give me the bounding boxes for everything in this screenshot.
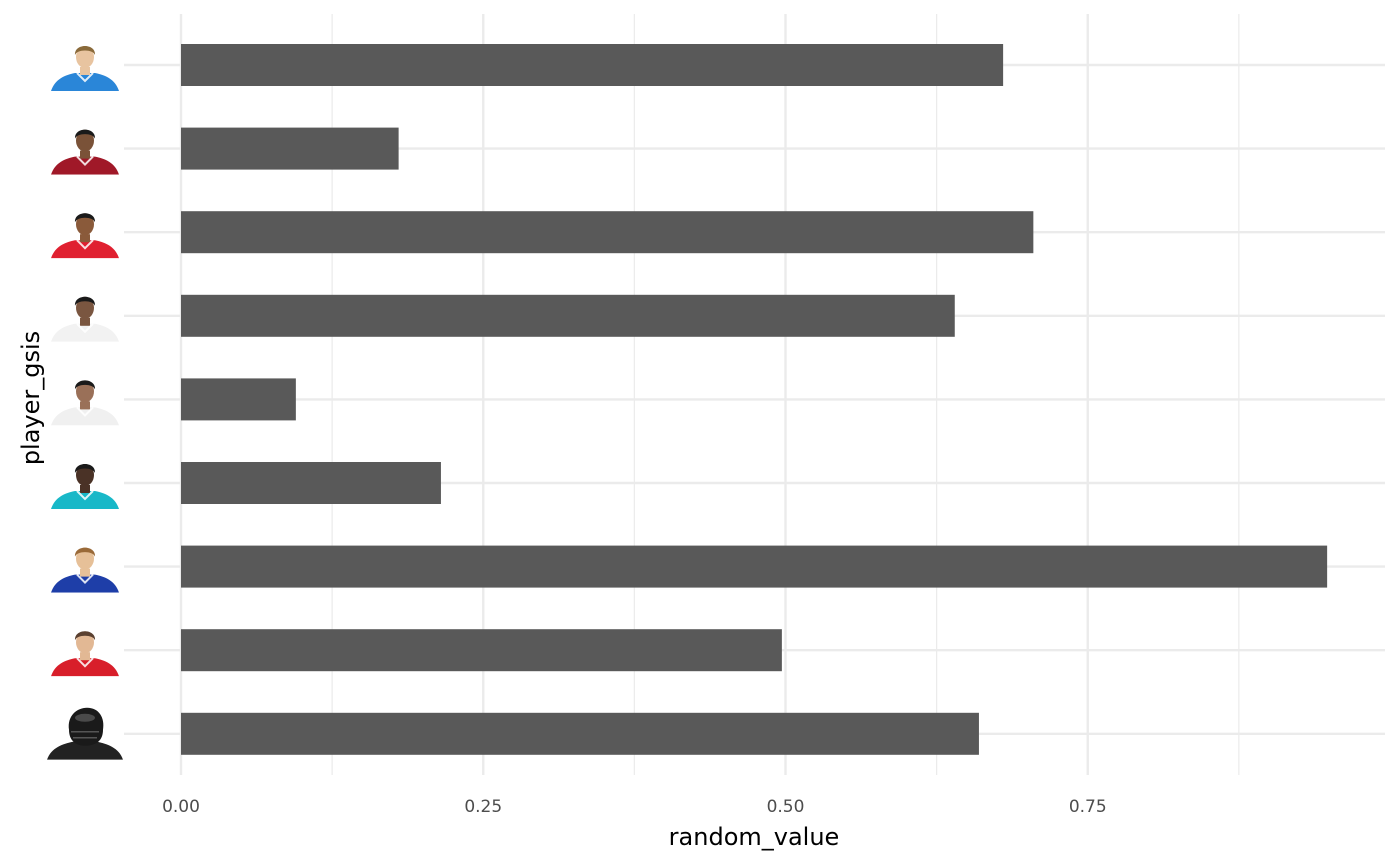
x-tick-label: 0.25 bbox=[464, 797, 502, 817]
x-tick-label: 0.50 bbox=[767, 797, 805, 817]
player-headshot-teal-uniform-icon bbox=[51, 464, 119, 509]
bars bbox=[181, 44, 1328, 755]
x-tick-label: 0.75 bbox=[1069, 797, 1107, 817]
player-silhouette-black-helmet-icon bbox=[47, 707, 123, 760]
bar bbox=[181, 127, 399, 170]
x-axis-ticks: 0.00 0.25 0.50 0.75 bbox=[162, 797, 1107, 817]
player-headshot-white-black-uniform-icon bbox=[51, 380, 119, 426]
player-headshot-red-white-uniform-icon bbox=[51, 631, 119, 677]
x-tick-label: 0.00 bbox=[162, 797, 200, 817]
bar bbox=[181, 462, 441, 504]
bar bbox=[181, 712, 979, 755]
bar bbox=[181, 629, 782, 672]
player-headshot-dark-red-uniform-icon bbox=[51, 129, 119, 175]
x-axis-title: random_value bbox=[669, 823, 840, 851]
y-axis-icons bbox=[47, 46, 123, 760]
y-axis-title: player_gsis bbox=[17, 331, 45, 465]
bar bbox=[181, 44, 1004, 86]
player-headshot-red-uniform-icon bbox=[51, 213, 119, 259]
player-headshot-blue-uniform-icon bbox=[51, 46, 119, 91]
bar bbox=[181, 378, 296, 421]
bar bbox=[181, 545, 1328, 588]
bar bbox=[181, 211, 1034, 254]
player-headshot-royal-blue-uniform-icon bbox=[51, 547, 119, 593]
player-headshot-white-uniform-icon bbox=[51, 296, 119, 342]
bar bbox=[181, 294, 955, 337]
